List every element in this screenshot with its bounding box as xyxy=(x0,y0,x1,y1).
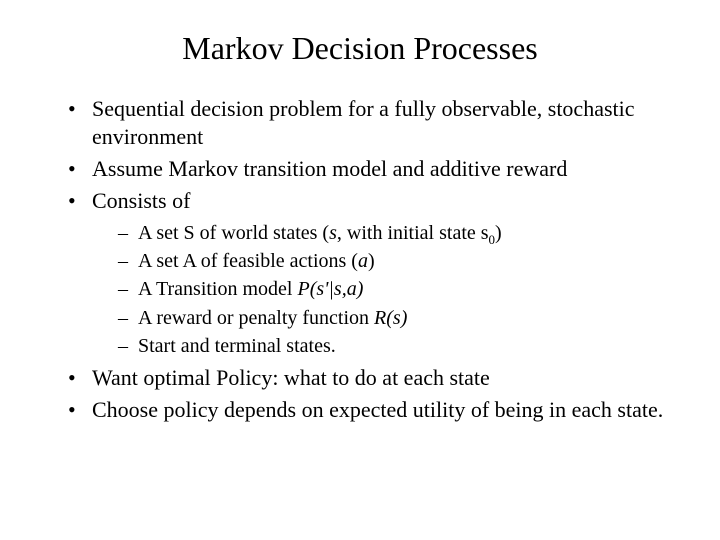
text-segment: , with initial state s xyxy=(337,222,489,244)
text-segment: A set S of world states ( xyxy=(138,222,329,244)
bullet-item: Consists of A set S of world states (s, w… xyxy=(68,187,680,359)
sub-bullet-item: A set A of feasible actions (a) xyxy=(118,248,680,274)
sub-bullet-item: A reward or penalty function R(s) xyxy=(118,305,680,331)
text-segment: a xyxy=(358,250,368,272)
bullet-text: Assume Markov transition model and addit… xyxy=(92,156,567,181)
sub-bullet-item: Start and terminal states. xyxy=(118,333,680,359)
bullet-item: Assume Markov transition model and addit… xyxy=(68,155,680,183)
bullet-item: Want optimal Policy: what to do at each … xyxy=(68,364,680,392)
bullet-text: Choose policy depends on expected utilit… xyxy=(92,397,663,422)
text-segment: P(s'|s,a) xyxy=(297,278,363,300)
bullet-text: Sequential decision problem for a fully … xyxy=(92,96,635,149)
bullet-list: Sequential decision problem for a fully … xyxy=(40,95,680,424)
text-segment: A reward or penalty function xyxy=(138,307,374,329)
text-segment: R(s) xyxy=(374,307,407,329)
text-segment: s xyxy=(329,222,337,244)
text-segment: ) xyxy=(368,250,375,272)
sub-bullet-item: A Transition model P(s'|s,a) xyxy=(118,276,680,302)
sub-bullet-item: A set S of world states (s, with initial… xyxy=(118,220,680,246)
bullet-item: Choose policy depends on expected utilit… xyxy=(68,396,680,424)
slide-title: Markov Decision Processes xyxy=(40,30,680,67)
text-segment: A set A of feasible actions ( xyxy=(138,250,358,272)
bullet-text: Want optimal Policy: what to do at each … xyxy=(92,365,490,390)
text-segment: ) xyxy=(495,222,502,244)
text-segment: A Transition model xyxy=(138,278,297,300)
sub-bullet-list: A set S of world states (s, with initial… xyxy=(92,220,680,360)
bullet-text: Consists of xyxy=(92,188,190,213)
bullet-item: Sequential decision problem for a fully … xyxy=(68,95,680,151)
text-segment: Start and terminal states. xyxy=(138,335,336,357)
slide: Markov Decision Processes Sequential dec… xyxy=(0,0,720,540)
